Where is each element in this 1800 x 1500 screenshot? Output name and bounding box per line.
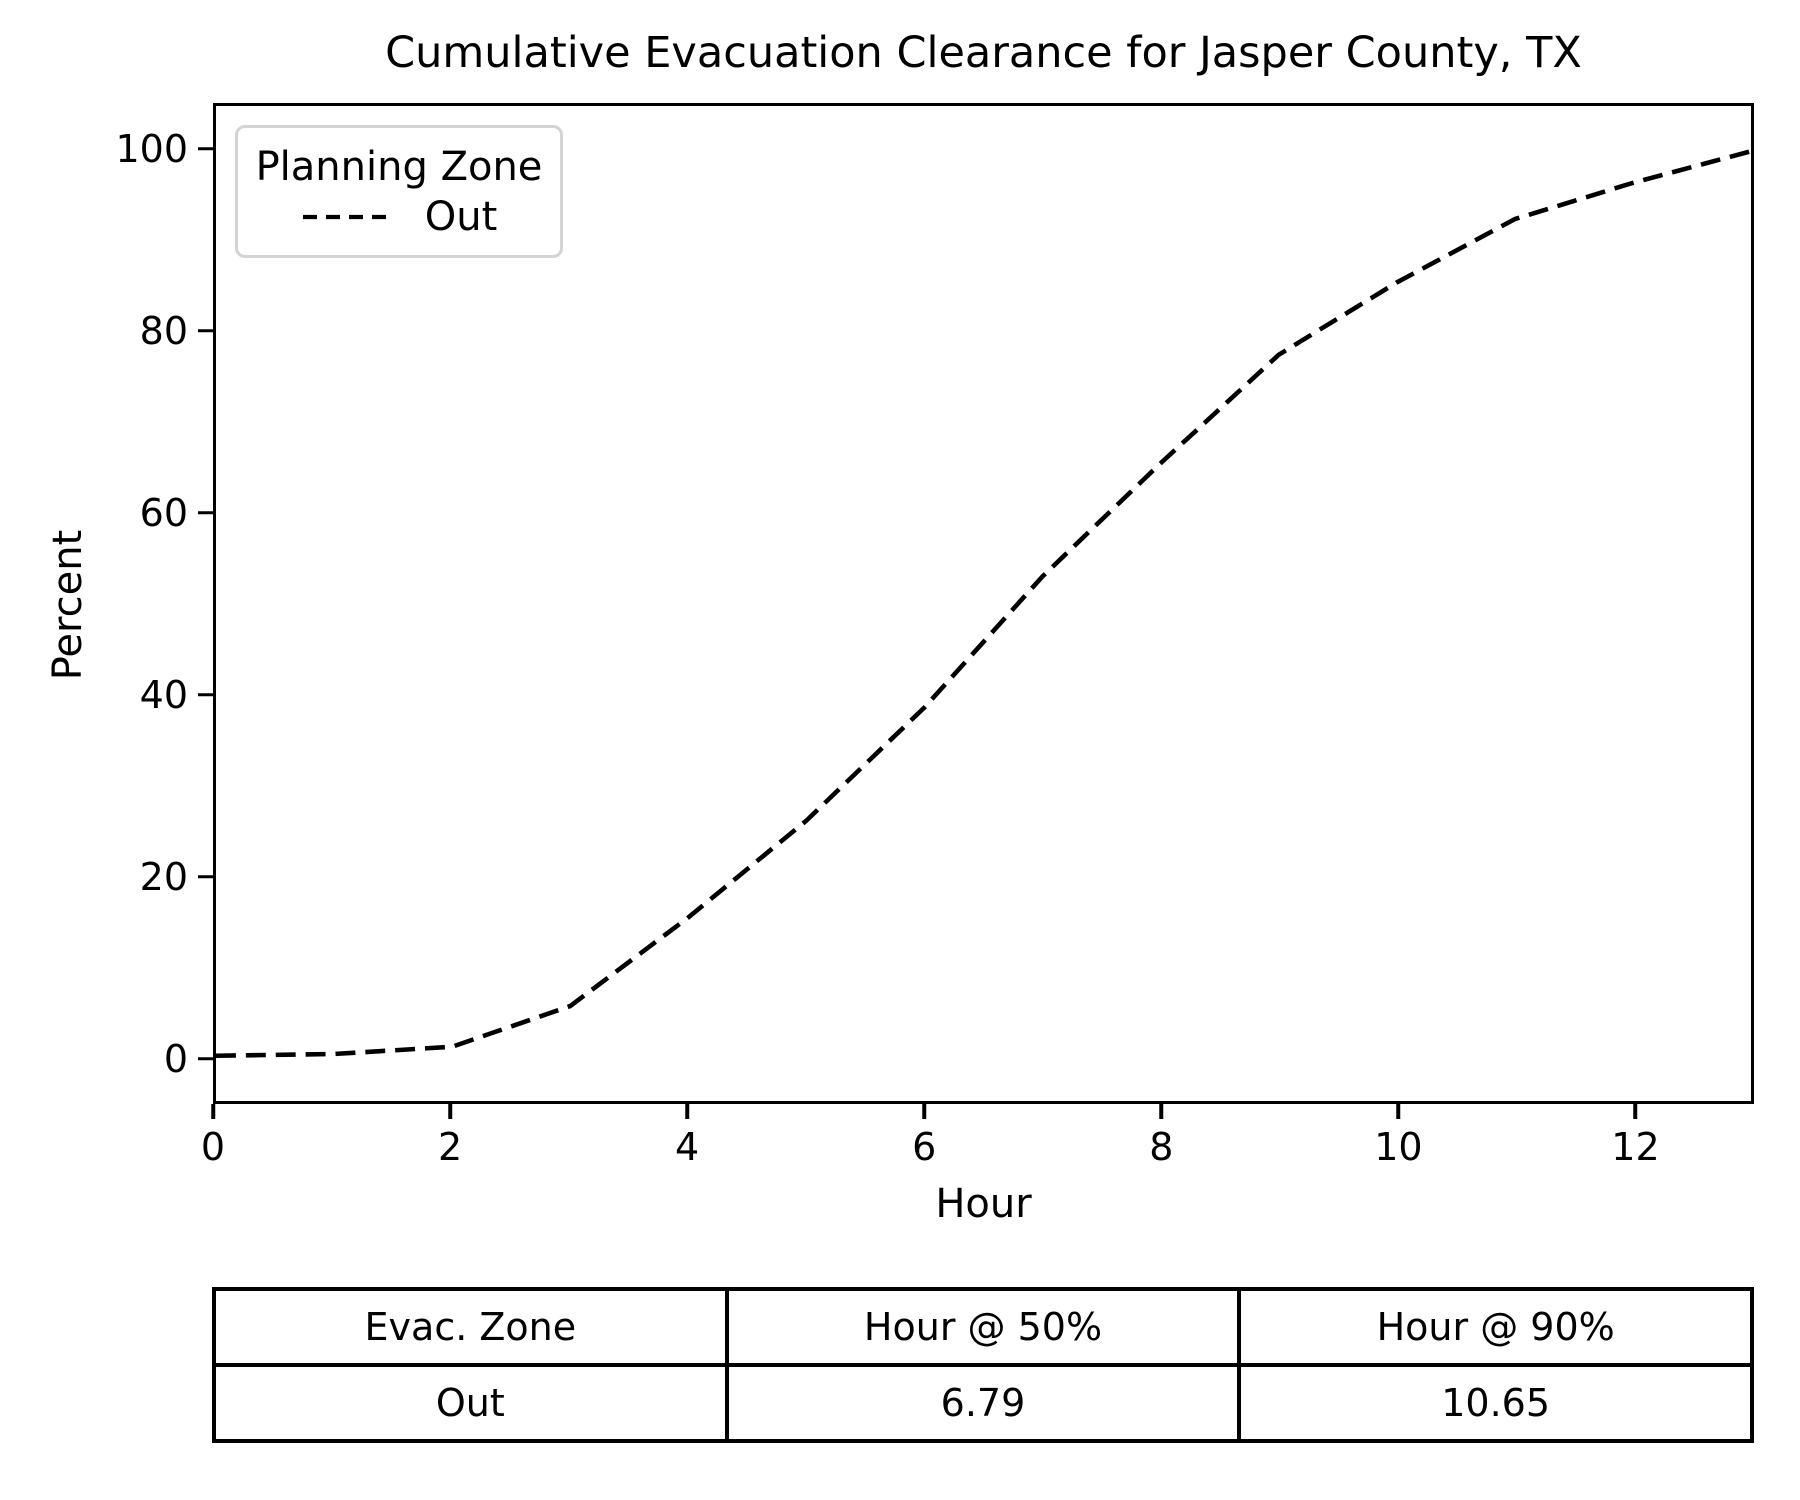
y-tick-label: 60	[139, 490, 188, 535]
y-tick-mark	[198, 146, 213, 151]
y-tick-mark	[198, 1056, 213, 1061]
cell-hour-90: 10.65	[1237, 1363, 1754, 1443]
x-tick-mark	[1159, 1104, 1164, 1119]
y-tick-label: 20	[139, 854, 188, 899]
chart-title: Cumulative Evacuation Clearance for Jasp…	[385, 28, 1582, 78]
evacuation-curve-canvas	[216, 149, 1751, 1059]
x-tick-mark	[1396, 1104, 1401, 1119]
dashed-line-sample-icon	[302, 214, 391, 219]
y-tick-label: 40	[139, 672, 188, 717]
y-tick-mark	[198, 874, 213, 879]
x-tick-label: 6	[912, 1125, 937, 1169]
x-tick-mark	[685, 1104, 689, 1119]
x-tick-label: 8	[1149, 1125, 1174, 1169]
y-tick-mark	[198, 328, 213, 333]
x-axis-label: Hour	[935, 1181, 1032, 1227]
table-row: Out 6.79 10.65	[212, 1363, 1754, 1443]
x-tick-mark	[211, 1104, 215, 1119]
cell-hour-50: 6.79	[724, 1363, 1242, 1443]
x-tick-mark	[1633, 1104, 1638, 1119]
header-hour-at-90: Hour @ 90%	[1237, 1287, 1754, 1367]
out-series-dashed-line	[216, 149, 1751, 1059]
x-tick-mark	[448, 1104, 452, 1119]
plot-area	[213, 103, 1754, 1104]
cell-zone-name: Out	[212, 1363, 729, 1443]
x-tick-label: 10	[1374, 1125, 1423, 1169]
header-hour-at-50: Hour @ 50%	[724, 1287, 1242, 1367]
x-tick-label: 4	[675, 1125, 700, 1169]
x-tick-label: 12	[1611, 1125, 1660, 1169]
y-tick-mark	[198, 510, 213, 515]
header-evac-zone: Evac. Zone	[212, 1287, 729, 1367]
clearance-summary-table: Evac. Zone Hour @ 50% Hour @ 90% Out 6.7…	[212, 1287, 1754, 1443]
x-tick-mark	[922, 1104, 926, 1119]
y-tick-mark	[198, 692, 213, 697]
y-tick-label: 80	[139, 308, 188, 353]
legend-title: Planning Zone	[255, 143, 543, 190]
legend-entry-label: Out	[424, 193, 498, 240]
y-tick-label: 100	[115, 126, 188, 171]
x-tick-label: 2	[437, 1125, 463, 1169]
y-axis-label: Percent	[45, 529, 91, 681]
legend-entry-out: Out	[301, 193, 498, 240]
y-tick-label: 0	[163, 1036, 188, 1081]
x-tick-label: 0	[200, 1125, 226, 1169]
table-header-row: Evac. Zone Hour @ 50% Hour @ 90%	[212, 1287, 1754, 1367]
legend: Planning Zone Out	[235, 125, 563, 258]
